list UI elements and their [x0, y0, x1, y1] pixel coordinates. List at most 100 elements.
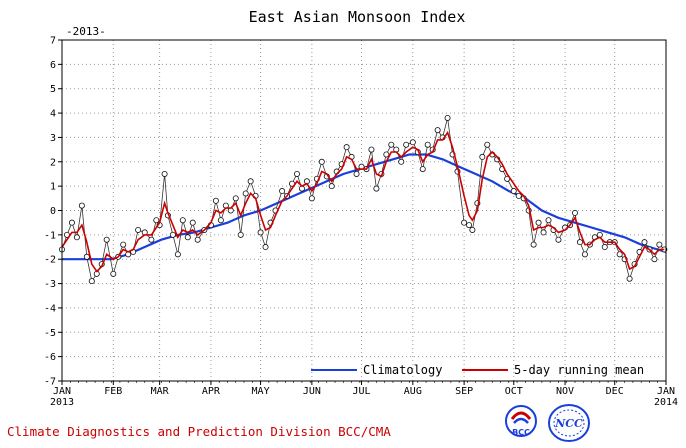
- daily-index-point: [135, 226, 142, 233]
- x-tick-label: FEB: [104, 386, 122, 397]
- daily-index-point: [174, 251, 181, 258]
- y-tick-label: 0: [50, 206, 56, 217]
- daily-index-point: [469, 226, 476, 233]
- daily-index-point: [68, 219, 75, 226]
- daily-index-point: [217, 217, 224, 224]
- y-tick-label: 6: [50, 60, 56, 71]
- footer-credit: Climate Diagnostics and Prediction Divis…: [7, 424, 391, 439]
- x-tick-label: DEC: [606, 386, 624, 397]
- daily-index-point: [398, 158, 405, 165]
- daily-index-point: [73, 234, 80, 241]
- y-tick-label: -3: [44, 279, 56, 290]
- legend: Climatology 5-day running mean: [311, 363, 644, 377]
- x-tick-label: JUN: [303, 386, 321, 397]
- daily-index-point: [161, 170, 168, 177]
- daily-index-point: [545, 217, 552, 224]
- plot-frame: [61, 39, 667, 382]
- daily-index-point: [424, 141, 431, 148]
- y-tick-label: 5: [50, 84, 56, 95]
- x-tick-year-label: 2014: [654, 397, 678, 408]
- daily-index-point: [83, 253, 90, 260]
- daily-index-point: [293, 170, 300, 177]
- daily-index-point: [373, 185, 380, 192]
- daily-index-point: [530, 241, 537, 248]
- daily-index-point: [368, 146, 375, 153]
- daily-index-point: [153, 217, 160, 224]
- x-tick-label: MAR: [151, 386, 170, 397]
- daily-index-point: [403, 141, 410, 148]
- daily-index-point: [232, 195, 239, 202]
- legend-label-running-mean: 5-day running mean: [514, 363, 644, 377]
- daily-index-point: [651, 256, 658, 263]
- daily-index-point: [484, 141, 491, 148]
- daily-index-point: [616, 251, 623, 258]
- x-tick-label: AUG: [404, 386, 422, 397]
- daily-index-point: [189, 219, 196, 226]
- daily-index-point: [353, 170, 360, 177]
- daily-index-point: [262, 244, 269, 251]
- ncc-logo-text: NCC: [554, 417, 583, 430]
- daily-index-point: [388, 141, 395, 148]
- x-tick-label: MAY: [252, 386, 270, 397]
- daily-index-point: [318, 158, 325, 165]
- daily-index-point: [88, 278, 95, 285]
- y-axis: -7 -6 -5 -4 -3 -2 -1 0 1 2 3 4 5 6 7: [44, 36, 62, 388]
- daily-index-point: [308, 195, 315, 202]
- x-tick-label: OCT: [505, 386, 523, 397]
- daily-index-point: [576, 239, 583, 246]
- daily-index-point: [409, 139, 416, 146]
- daily-index-point: [535, 219, 542, 226]
- daily-index-point: [247, 178, 254, 185]
- daily-index-point: [571, 209, 578, 216]
- y-tick-label: -6: [44, 352, 56, 363]
- y-tick-label: 1: [50, 182, 56, 193]
- daily-index-point: [148, 236, 155, 243]
- daily-index-point: [343, 144, 350, 151]
- daily-index-point: [169, 231, 176, 238]
- daily-index-point: [257, 229, 264, 236]
- daily-index-point: [479, 153, 486, 160]
- y-tick-label: -7: [44, 377, 56, 388]
- running-mean-line: [61, 130, 665, 273]
- daily-index-point: [78, 202, 85, 209]
- daily-index-point: [641, 239, 648, 246]
- daily-index-point: [242, 190, 249, 197]
- daily-index-point: [194, 236, 201, 243]
- ncc-logo: NCC: [548, 404, 590, 442]
- daily-index-point: [237, 231, 244, 238]
- daily-index-point: [110, 270, 117, 277]
- y-tick-label: -2: [44, 255, 56, 266]
- daily-index-point: [466, 222, 473, 229]
- daily-index-point: [419, 166, 426, 173]
- x-tick-label: SEP: [455, 386, 473, 397]
- daily-index-point: [328, 183, 335, 190]
- daily-index-point: [434, 127, 441, 134]
- x-tick-label: JUL: [352, 386, 370, 397]
- daily-index-point: [279, 188, 286, 195]
- daily-index-point: [184, 234, 191, 241]
- daily-index-point: [540, 229, 547, 236]
- daily-index-point: [581, 251, 588, 258]
- series-running-mean: [61, 130, 665, 273]
- x-tick-label: APR: [202, 386, 221, 397]
- legend-label-climatology: Climatology: [363, 363, 442, 377]
- y-tick-label: -4: [44, 303, 56, 314]
- daily-index-point: [515, 192, 522, 199]
- daily-index-point: [601, 244, 608, 251]
- y-tick-label: 3: [50, 133, 56, 144]
- x-tick-label: JAN: [657, 386, 675, 397]
- daily-index-point: [461, 219, 468, 226]
- daily-index-point: [212, 197, 219, 204]
- daily-index-point: [656, 241, 663, 248]
- chart-subtitle: -2013-: [66, 25, 106, 38]
- x-tick-label: JAN: [53, 386, 71, 397]
- y-tick-label: 4: [50, 109, 56, 120]
- y-tick-label: 7: [50, 36, 56, 47]
- daily-index-point: [555, 236, 562, 243]
- y-tick-label: 2: [50, 157, 56, 168]
- daily-index-point: [626, 275, 633, 282]
- daily-index-point: [510, 188, 517, 195]
- daily-index-point: [383, 151, 390, 158]
- daily-index-point: [103, 236, 110, 243]
